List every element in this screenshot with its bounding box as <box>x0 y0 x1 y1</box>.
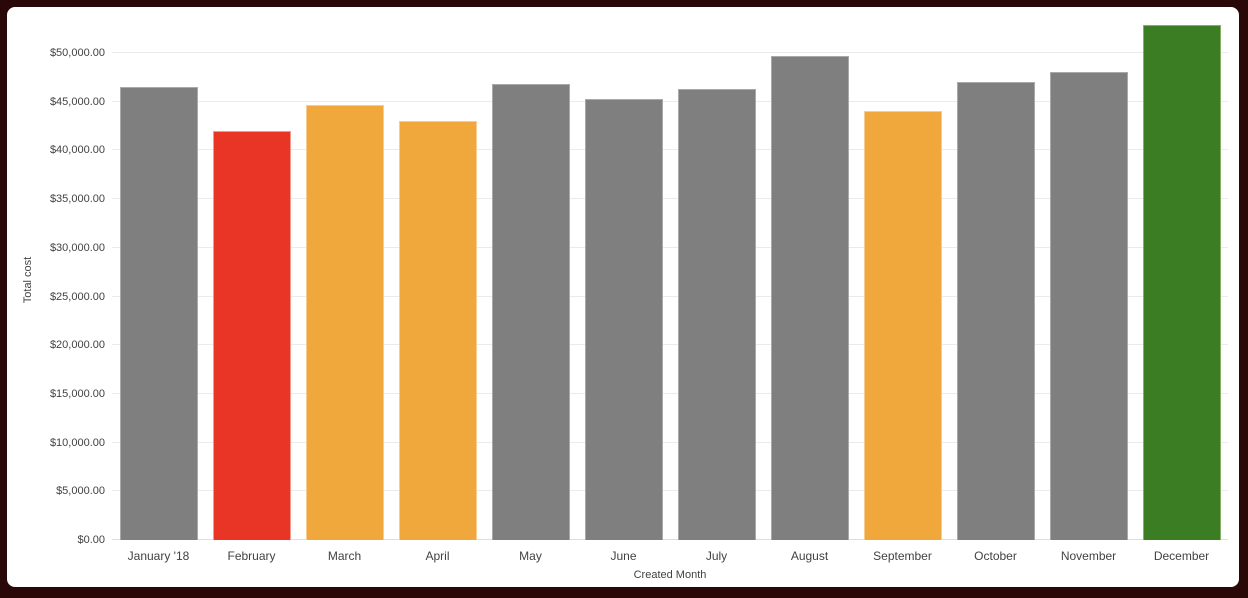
gridline <box>112 392 1228 394</box>
bar-june[interactable] <box>584 99 663 540</box>
y-axis-labels: $0.00 $5,000.00 $10,000.00 $15,000.00 $20,00… <box>7 20 105 546</box>
bar-september[interactable] <box>863 111 942 540</box>
gridline <box>112 344 1228 346</box>
gridline <box>112 490 1228 492</box>
gridline <box>112 295 1228 297</box>
bar-cell-january-18 <box>112 20 205 540</box>
x-tick-label-september: September <box>873 549 932 563</box>
y-tick-label: $40,000.00 <box>49 144 105 157</box>
chart-card: $0.00 $5,000.00 $10,000.00 $15,000.00 $20,00… <box>7 7 1239 587</box>
x-tick-label-march: March <box>327 549 362 563</box>
y-tick-label: $20,000.00 <box>49 339 105 352</box>
y-tick-label: $5,000.00 <box>56 485 105 498</box>
y-tick-label: $15,000.00 <box>49 387 105 400</box>
bar-may[interactable] <box>491 84 570 540</box>
x-tick-label-april: April <box>425 549 450 563</box>
x-tick-label-january-18: January '18 <box>127 549 190 563</box>
bar-cell-july <box>670 20 763 540</box>
x-tick-label-may: May <box>519 549 542 563</box>
bars-layer <box>112 20 1228 540</box>
bar-cell-february <box>205 20 298 540</box>
bar-november[interactable] <box>1049 72 1128 540</box>
bar-april[interactable] <box>398 121 477 540</box>
bar-cell-june <box>577 20 670 540</box>
bar-august[interactable] <box>770 56 849 540</box>
bar-cell-august <box>763 20 856 540</box>
x-tick-label-june: June <box>610 549 637 563</box>
bar-cell-march <box>298 20 391 540</box>
bar-january-18[interactable] <box>119 87 198 540</box>
gridlines-layer <box>112 20 1228 540</box>
gridline <box>112 198 1228 200</box>
y-tick-label: $25,000.00 <box>49 290 105 303</box>
y-axis-title: Total cost <box>22 256 34 304</box>
y-tick-label: $10,000.00 <box>49 436 105 449</box>
bar-cell-november <box>1042 20 1135 540</box>
bar-chart <box>112 20 1228 540</box>
y-tick-label: $50,000.00 <box>49 47 105 59</box>
bar-cell-september <box>856 20 949 540</box>
x-tick-label-february: February <box>227 549 276 563</box>
y-tick-label: $0.00 <box>77 534 105 546</box>
gridline <box>112 149 1228 151</box>
y-tick-label: $45,000.00 <box>49 95 105 108</box>
baseline <box>112 539 1228 540</box>
gridline <box>112 246 1228 248</box>
gridline <box>112 100 1228 102</box>
x-tick-label-december: December <box>1153 549 1210 563</box>
x-axis-labels: January '18 February March April May June July… <box>112 549 1228 565</box>
bar-march[interactable] <box>305 105 384 540</box>
y-tick-label: $30,000.00 <box>49 241 105 254</box>
x-axis-title: Created Month <box>633 569 707 581</box>
bar-july[interactable] <box>677 89 756 540</box>
bar-february[interactable] <box>212 131 291 540</box>
bar-cell-april <box>391 20 484 540</box>
y-tick-label: $35,000.00 <box>49 193 105 206</box>
gridline <box>112 52 1228 53</box>
bar-december[interactable] <box>1142 25 1221 540</box>
bar-cell-may <box>484 20 577 540</box>
x-tick-label-november: November <box>1060 549 1117 563</box>
bar-october[interactable] <box>956 82 1035 540</box>
bar-cell-october <box>949 20 1042 540</box>
x-tick-label-july: July <box>705 549 728 563</box>
bar-cell-december <box>1135 20 1228 540</box>
x-tick-label-august: August <box>790 549 829 563</box>
gridline <box>112 441 1228 443</box>
x-tick-label-october: October <box>974 549 1017 563</box>
